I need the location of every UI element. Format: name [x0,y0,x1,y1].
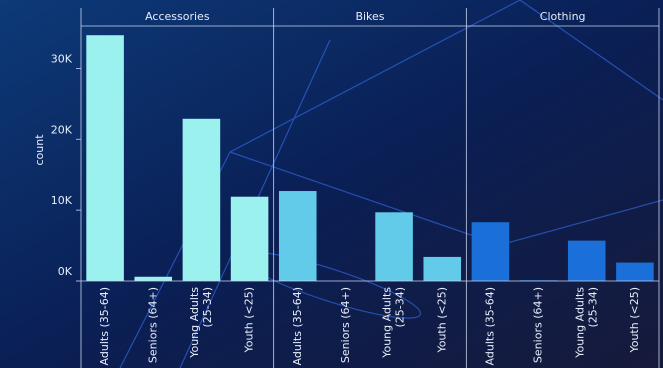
x-tick-label: Young Adults(25-34) [573,287,599,359]
bar [278,191,317,281]
bar [471,222,510,281]
x-tick-label-line: (25-34) [394,287,407,328]
bar [230,196,269,281]
bar [616,262,654,281]
x-tick-label: Adults (35-64) [291,287,304,365]
x-tick-label-line: Young Adults [381,287,394,359]
x-tick-label: Adults (35-64) [483,287,496,365]
facet-title: Bikes [355,10,384,23]
x-tick-label: Youth (<25) [435,287,448,354]
facet-title: Accessories [145,10,210,23]
x-tick-label-line: (25-34) [201,287,214,328]
x-tick-label: Young Adults(25-34) [381,287,407,359]
x-tick-label-line: Young Adults [188,287,201,359]
bar [423,256,462,281]
x-tick-label-line: (25-34) [586,287,599,328]
y-tick-label: 0K [58,265,73,278]
x-tick-label: Young Adults(25-34) [188,287,214,359]
y-axis-label: count [33,134,46,166]
facet-title: Clothing [540,10,586,23]
bar [567,240,606,281]
x-tick-label-line: Young Adults [573,287,586,359]
x-tick-label: Adults (35-64) [98,287,111,365]
bar [134,276,173,281]
x-tick-label: Seniors (64+) [339,287,352,363]
x-tick-label: Seniors (64+) [532,287,545,363]
bar [375,212,413,281]
bar [182,118,221,282]
x-tick-label: Youth (<25) [628,287,641,354]
x-tick-label: Seniors (64+) [146,287,159,363]
y-tick-label: 20K [51,123,73,136]
x-tick-label: Youth (<25) [243,287,256,354]
y-tick-label: 10K [51,194,73,207]
y-tick-label: 30K [51,53,73,66]
bar [86,35,124,282]
